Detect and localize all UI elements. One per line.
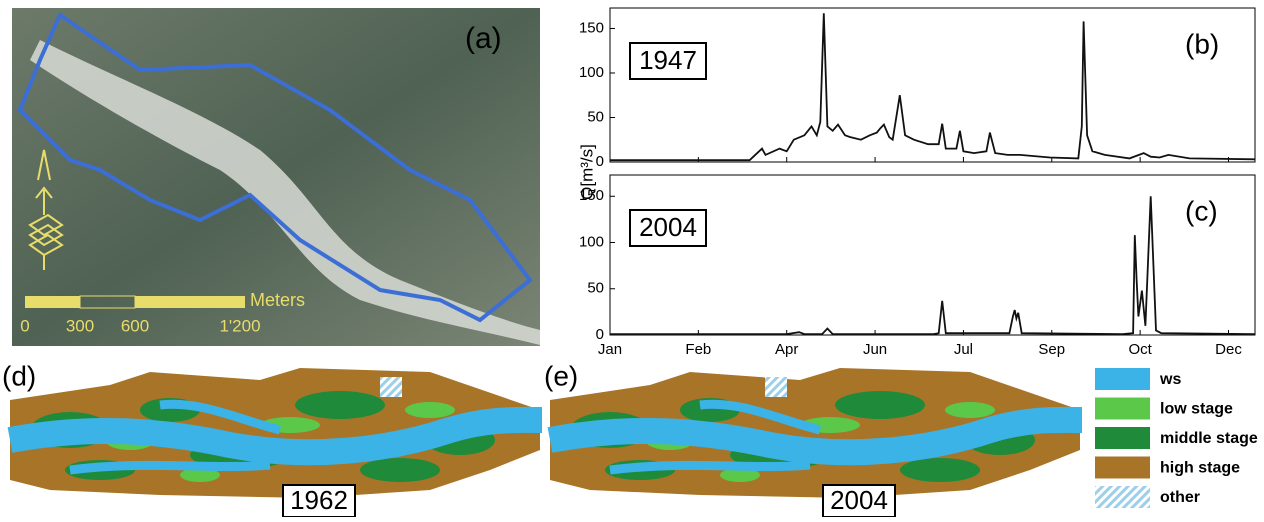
annotation: 1947 <box>639 45 697 75</box>
y-tick-label: 50 <box>587 108 604 125</box>
map-low-stage <box>405 402 455 418</box>
legend-label: high stage <box>1160 460 1240 477</box>
map-year: 2004 <box>830 485 888 515</box>
panel-label: (b) <box>1185 28 1219 59</box>
legend-swatch <box>1095 457 1150 479</box>
map-middle-stage <box>835 391 925 419</box>
figure: Meters 0 300 600 1'200 (a) 0 50 100 150 1947… <box>0 0 1264 517</box>
aerial-panel: Meters 0 300 600 1'200 (a) <box>12 8 540 346</box>
x-tick-label: Jul <box>954 341 973 358</box>
scale-label: 600 <box>121 316 149 335</box>
scale-bar <box>25 296 80 308</box>
x-tick-label: Feb <box>685 341 711 358</box>
panel-label: (a) <box>465 22 502 55</box>
y-tick-label: 150 <box>579 187 604 204</box>
annotation: 2004 <box>639 212 697 242</box>
map-other <box>765 377 787 397</box>
y-tick-label: 50 <box>587 280 604 297</box>
x-tick-label: Jun <box>863 341 887 358</box>
legend-swatch <box>1095 368 1150 390</box>
y-tick-label: 0 <box>596 153 604 170</box>
panel-label: (d) <box>2 360 36 391</box>
legend-label: ws <box>1159 371 1181 388</box>
legend-label: middle stage <box>1160 430 1258 447</box>
plot-frame <box>610 175 1255 335</box>
scale-bar <box>135 296 245 308</box>
panel-label: (c) <box>1185 195 1218 226</box>
y-tick-label: 100 <box>579 233 604 250</box>
scale-label: 300 <box>66 316 94 335</box>
scale-unit: Meters <box>250 290 305 310</box>
legend-swatch <box>1095 486 1150 508</box>
x-tick-label: Sep <box>1038 341 1065 358</box>
map-middle-stage <box>360 458 440 482</box>
x-tick-label: Jan <box>598 341 622 358</box>
map-other <box>380 377 402 397</box>
legend-swatch <box>1095 427 1150 449</box>
map-year: 1962 <box>290 485 348 515</box>
x-tick-label: Oct <box>1128 341 1152 358</box>
legend-label: low stage <box>1160 401 1233 418</box>
map-middle-stage <box>295 391 385 419</box>
scale-label: 0 <box>20 316 29 335</box>
x-tick-label: Apr <box>775 341 798 358</box>
map-middle-stage <box>900 458 980 482</box>
map-low-stage <box>945 402 995 418</box>
data-line <box>610 13 1255 160</box>
y-tick-label: 150 <box>579 19 604 36</box>
legend-label: other <box>1160 489 1200 506</box>
legend-swatch <box>1095 398 1150 420</box>
map-panel: (d) 1962 <box>2 360 542 517</box>
scale-label: 1'200 <box>219 316 260 335</box>
panel-label: (e) <box>544 360 578 391</box>
x-tick-label: Dec <box>1215 341 1242 358</box>
plot-frame <box>610 8 1255 162</box>
y-tick-label: 100 <box>579 64 604 81</box>
map-panel: (e) 2004 <box>544 360 1082 517</box>
